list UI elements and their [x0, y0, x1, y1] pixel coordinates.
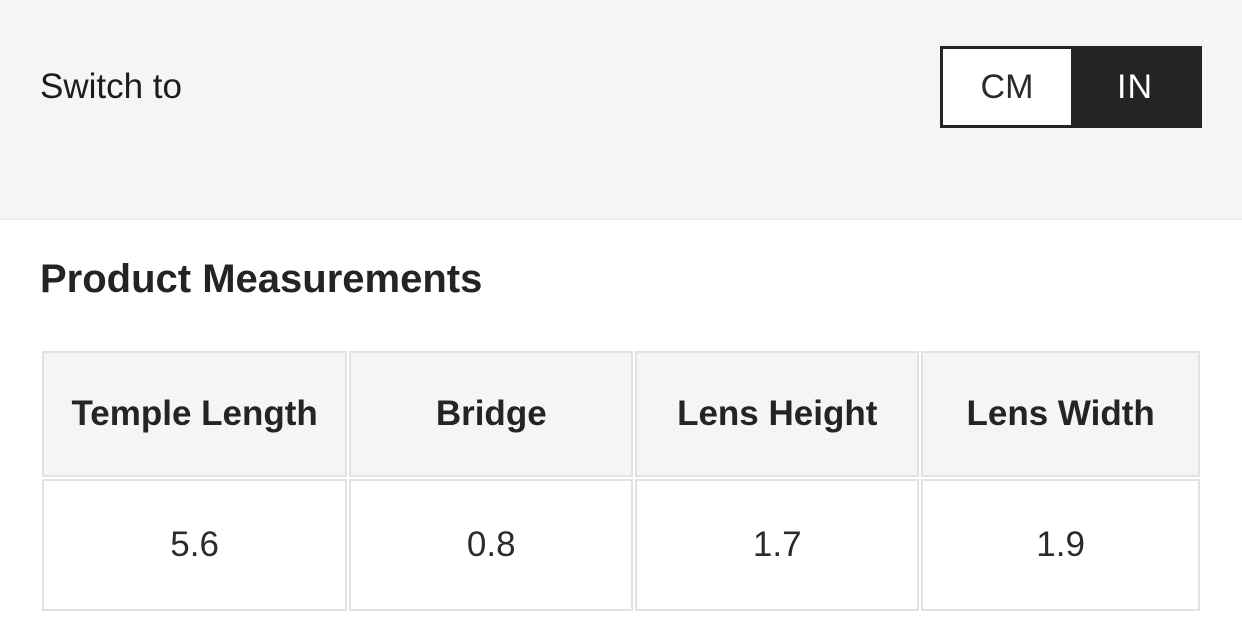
cm-toggle-button[interactable]: CM: [943, 49, 1071, 125]
cell-temple-length-value: 5.6: [42, 479, 348, 611]
unit-switch-bar: Switch to CM IN: [0, 0, 1242, 220]
table-header-row: Temple Length Bridge Lens Height Lens Wi…: [42, 351, 1200, 477]
page-title: Product Measurements: [40, 257, 483, 301]
column-header-lens-width: Lens Width: [921, 351, 1200, 477]
switch-to-label: Switch to: [40, 67, 182, 106]
cell-bridge-value: 0.8: [349, 479, 634, 611]
in-toggle-button[interactable]: IN: [1071, 49, 1199, 125]
measurements-table: Temple Length Bridge Lens Height Lens Wi…: [40, 349, 1202, 613]
column-header-bridge: Bridge: [349, 351, 634, 477]
cell-lens-height-value: 1.7: [635, 479, 920, 611]
column-header-lens-height: Lens Height: [635, 351, 920, 477]
column-header-temple-length: Temple Length: [42, 351, 348, 477]
table-value-row: 5.6 0.8 1.7 1.9: [42, 479, 1200, 611]
unit-toggle: CM IN: [940, 46, 1202, 128]
cell-lens-width-value: 1.9: [921, 479, 1200, 611]
measurements-section: Product Measurements Temple Length Bridg…: [0, 257, 1242, 613]
